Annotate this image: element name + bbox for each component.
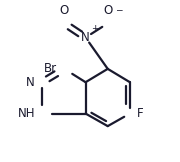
Text: Br: Br — [44, 62, 57, 75]
Text: +: + — [92, 24, 99, 33]
Text: O: O — [103, 4, 112, 17]
Text: NH: NH — [18, 107, 35, 120]
Text: N: N — [81, 31, 90, 44]
Text: O: O — [60, 4, 69, 17]
Text: F: F — [137, 107, 144, 120]
Text: −: − — [115, 5, 122, 14]
Text: N: N — [26, 76, 35, 89]
